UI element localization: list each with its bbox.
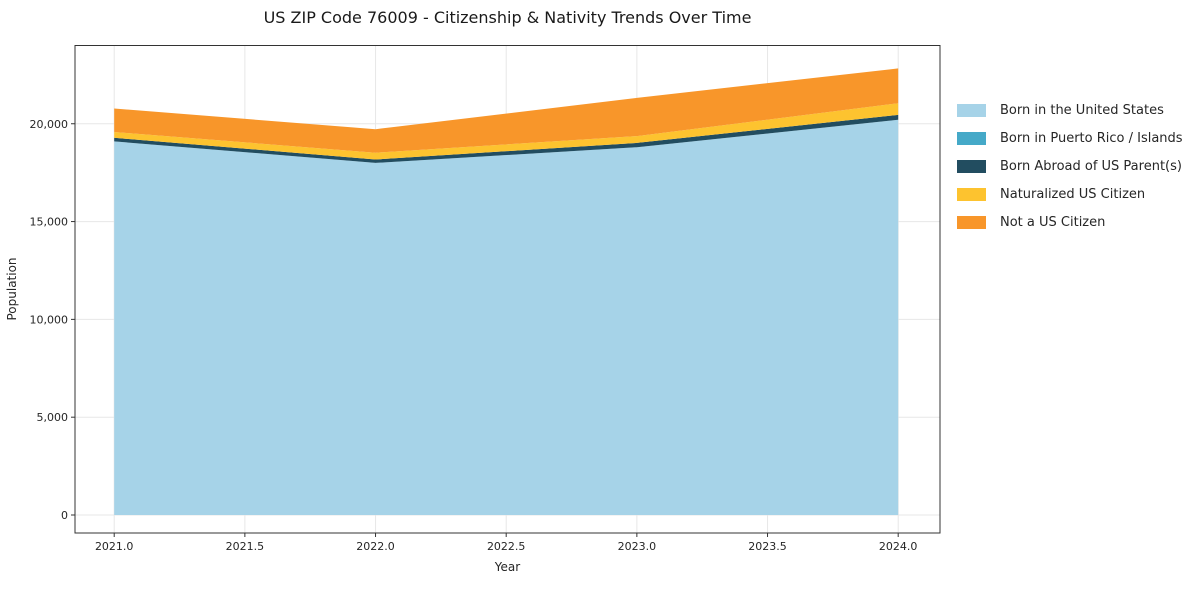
legend-label: Naturalized US Citizen bbox=[1000, 187, 1146, 202]
legend-swatch-icon bbox=[957, 216, 986, 229]
x-tick-label: 2022.0 bbox=[356, 540, 395, 553]
legend-label: Born Abroad of US Parent(s) bbox=[1000, 159, 1182, 174]
legend-item: Born in the United States bbox=[957, 104, 1183, 117]
plot-frame bbox=[74, 45, 941, 534]
x-tick-label: 2021.5 bbox=[226, 540, 265, 553]
y-tick-label: 15,000 bbox=[30, 216, 69, 229]
legend-swatch-icon bbox=[957, 132, 986, 145]
legend-swatch-icon bbox=[957, 160, 986, 173]
legend-label: Born in Puerto Rico / Islands bbox=[1000, 131, 1183, 146]
x-tick-label: 2024.0 bbox=[879, 540, 918, 553]
x-tick-label: 2022.5 bbox=[487, 540, 526, 553]
area-series bbox=[114, 103, 899, 160]
chart-title: US ZIP Code 76009 - Citizenship & Nativi… bbox=[263, 8, 752, 27]
y-tick-label: 5,000 bbox=[37, 411, 69, 424]
y-tick-label: 0 bbox=[61, 509, 68, 522]
x-axis-label: Year bbox=[494, 560, 520, 574]
legend: Born in the United States Born in Puerto … bbox=[957, 104, 1183, 244]
legend-label: Not a US Citizen bbox=[1000, 215, 1106, 230]
legend-label: Born in the United States bbox=[1000, 103, 1164, 118]
legend-swatch-icon bbox=[957, 188, 986, 201]
y-axis-label: Population bbox=[5, 257, 19, 320]
y-tick-label: 10,000 bbox=[30, 313, 69, 326]
legend-swatch-icon bbox=[957, 104, 986, 117]
legend-item: Born in Puerto Rico / Islands bbox=[957, 132, 1183, 145]
area-series bbox=[114, 119, 899, 516]
y-tick-label: 20,000 bbox=[30, 118, 69, 131]
x-tick-label: 2023.5 bbox=[748, 540, 787, 553]
legend-item: Naturalized US Citizen bbox=[957, 188, 1183, 201]
legend-item: Not a US Citizen bbox=[957, 216, 1183, 229]
x-tick-label: 2023.0 bbox=[618, 540, 657, 553]
area-series bbox=[114, 114, 899, 163]
area-series bbox=[114, 68, 899, 153]
legend-item: Born Abroad of US Parent(s) bbox=[957, 160, 1183, 173]
x-tick-label: 2021.0 bbox=[95, 540, 134, 553]
